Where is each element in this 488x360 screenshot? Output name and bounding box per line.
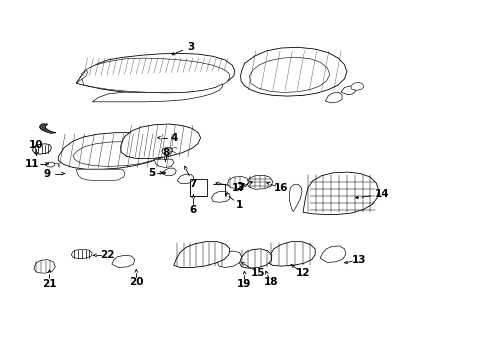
Text: 16: 16 (273, 183, 288, 193)
Text: 10: 10 (29, 140, 43, 150)
Polygon shape (32, 144, 51, 154)
Polygon shape (73, 141, 163, 166)
Text: 7: 7 (189, 179, 197, 189)
Text: 21: 21 (42, 279, 57, 289)
Polygon shape (325, 92, 341, 103)
Text: 5: 5 (148, 168, 155, 178)
Polygon shape (71, 249, 92, 258)
Text: 18: 18 (264, 277, 278, 287)
Text: 13: 13 (351, 255, 366, 265)
Text: 3: 3 (187, 42, 194, 52)
Polygon shape (76, 69, 87, 83)
Polygon shape (289, 184, 302, 212)
Text: 22: 22 (100, 250, 114, 260)
Polygon shape (267, 242, 315, 266)
Polygon shape (249, 57, 329, 93)
Text: 8: 8 (162, 148, 169, 158)
Text: 12: 12 (295, 268, 309, 278)
Text: 2: 2 (236, 182, 243, 192)
Polygon shape (227, 176, 248, 189)
Text: 14: 14 (374, 189, 388, 199)
Polygon shape (40, 124, 56, 133)
Text: 6: 6 (189, 206, 197, 216)
Text: 17: 17 (231, 183, 245, 193)
Polygon shape (154, 159, 173, 167)
Polygon shape (92, 84, 222, 102)
Text: 15: 15 (250, 268, 265, 278)
Text: 4: 4 (170, 133, 177, 143)
Text: 20: 20 (129, 277, 143, 287)
Polygon shape (173, 242, 229, 267)
Polygon shape (112, 255, 135, 267)
Polygon shape (34, 260, 55, 273)
Polygon shape (350, 82, 363, 90)
Text: 19: 19 (237, 279, 251, 289)
Text: 9: 9 (43, 168, 50, 179)
Polygon shape (162, 168, 176, 176)
Polygon shape (81, 58, 229, 93)
Polygon shape (58, 133, 176, 169)
Polygon shape (177, 174, 193, 184)
Polygon shape (211, 192, 229, 202)
Polygon shape (240, 47, 346, 96)
Polygon shape (217, 251, 241, 267)
Polygon shape (121, 124, 200, 158)
Bar (189, 179, 206, 196)
Polygon shape (76, 53, 234, 93)
Polygon shape (76, 169, 125, 181)
Polygon shape (45, 162, 54, 167)
Polygon shape (161, 147, 172, 154)
Polygon shape (340, 86, 355, 95)
Text: 1: 1 (236, 200, 243, 210)
Text: 11: 11 (25, 159, 40, 169)
Polygon shape (239, 249, 271, 268)
Polygon shape (246, 175, 272, 189)
Polygon shape (320, 246, 345, 262)
Polygon shape (303, 172, 378, 215)
